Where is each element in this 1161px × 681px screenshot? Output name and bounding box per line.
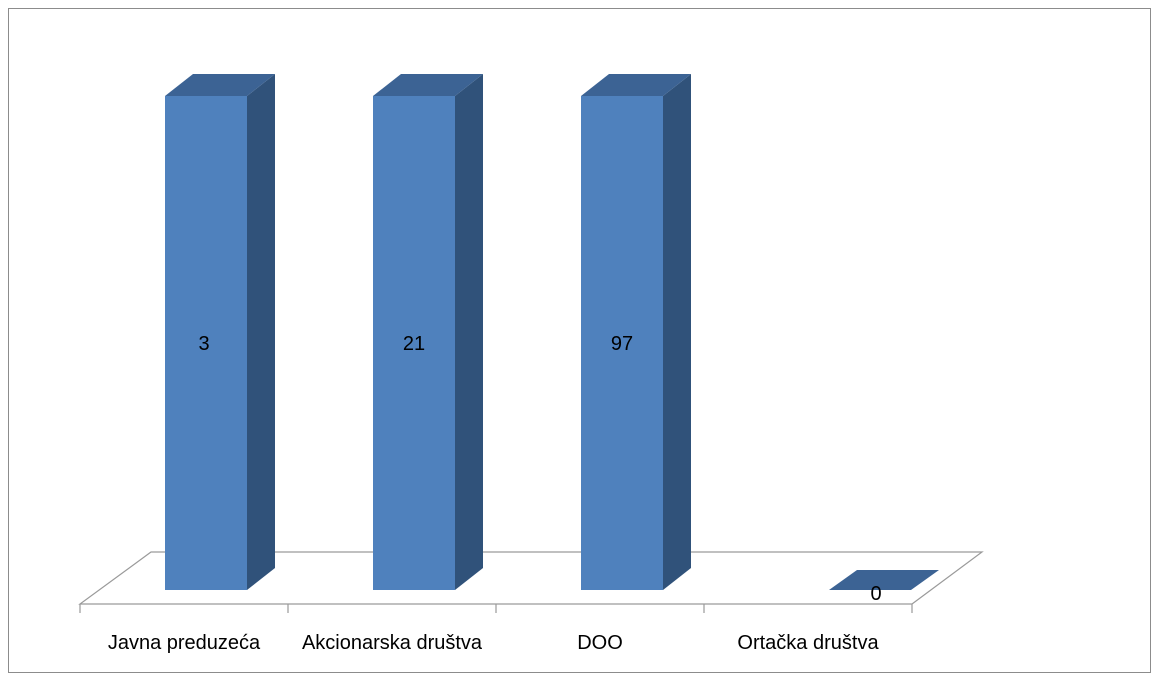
data-labels: 3 21 97 0	[198, 333, 881, 605]
bar-side-0	[247, 74, 275, 590]
data-label-0: 3	[198, 333, 209, 355]
bar-front-2	[581, 96, 663, 590]
category-label-2: DOO	[577, 632, 623, 654]
bar-top-2	[581, 74, 691, 96]
bar-front-0	[165, 96, 247, 590]
category-label-3: Ortačka društva	[737, 632, 879, 654]
bar-top-1	[373, 74, 483, 96]
bar-front-1	[373, 96, 455, 590]
category-label-0: Javna preduzeća	[108, 632, 261, 654]
category-label-1: Akcionarska društva	[302, 632, 483, 654]
bar-flat-3	[829, 570, 939, 590]
bar-side-1	[455, 74, 483, 590]
floor-plane	[78, 551, 984, 605]
bars	[165, 74, 939, 590]
data-label-1: 21	[403, 333, 425, 355]
chart-floor	[78, 551, 984, 605]
category-axis: Javna preduzeća Akcionarska društva DOO Ort…	[79, 604, 913, 654]
data-label-2: 97	[611, 333, 633, 355]
bar-side-2	[663, 74, 691, 590]
data-label-3: 0	[870, 583, 881, 605]
bar-top-0	[165, 74, 275, 96]
